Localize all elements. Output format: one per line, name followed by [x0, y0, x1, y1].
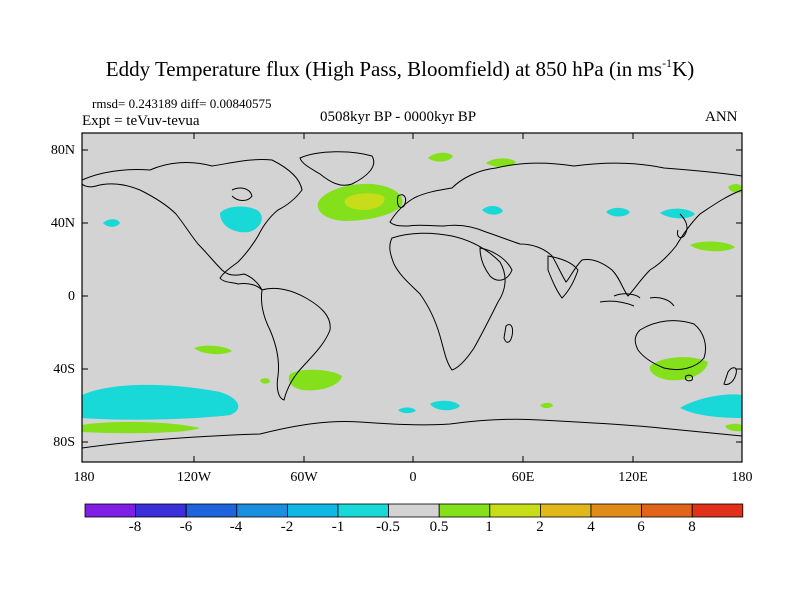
coast-india	[547, 255, 579, 299]
map-frame	[81, 132, 743, 463]
colorbar-box	[337, 503, 389, 518]
colorbar-label: -6	[179, 519, 193, 535]
colorbar-box	[691, 503, 744, 518]
patch-southern-ocean-cyan-west	[82, 384, 239, 420]
colorbar-label: -0.5	[376, 519, 400, 535]
coast-japan	[677, 213, 688, 239]
colorbar	[84, 503, 744, 518]
colorbar-box	[540, 503, 592, 518]
patch-southern-ocean-cyan-east	[680, 394, 742, 418]
colorbar-label: -4	[229, 519, 243, 535]
patch-southern-ocean-green-east	[725, 423, 742, 432]
anomaly-patches	[82, 152, 742, 434]
colorbar-label: 4	[587, 519, 595, 535]
lon-label-120w: 120W	[176, 470, 212, 485]
lon-label-180e: 180	[731, 470, 753, 485]
coastlines	[81, 151, 743, 449]
coast-south-america	[261, 287, 331, 401]
patch-southern-ocean-cyan-mid	[398, 407, 416, 414]
lon-label-60w: 60W	[290, 470, 318, 485]
lon-label-120e: 120E	[618, 470, 648, 485]
patch-south-pacific-green	[194, 345, 232, 355]
colorbar-label: -8	[128, 519, 142, 535]
lat-label-80n: 80N	[50, 143, 75, 158]
period-label: 0508kyr BP - 0000kyr BP	[320, 109, 477, 125]
chart-title: Eddy Temperature flux (High Pass, Bloomf…	[105, 56, 695, 81]
lat-label-40n: 40N	[50, 216, 75, 231]
lat-label-80s: 80S	[53, 435, 75, 450]
patch-europe-cyan	[482, 205, 503, 215]
patch-japan-cyan	[660, 208, 695, 219]
colorbar-box	[236, 503, 288, 518]
colorbar-label: -2	[280, 519, 294, 535]
patch-australia-green	[649, 357, 708, 381]
colorbar-label: -1	[331, 519, 345, 535]
patch-southern-ocean-green-west	[82, 421, 200, 434]
season-label: ANN	[705, 109, 738, 125]
colorbar-box	[286, 503, 339, 518]
patch-pacific-west-cyan	[103, 219, 120, 227]
stats-label: rmsd= 0.243189 diff= 0.00840575	[92, 96, 272, 111]
patch-arctic-green-1	[428, 152, 453, 162]
coast-australia	[634, 320, 707, 371]
coast-eurasia	[389, 162, 743, 297]
colorbar-label: 6	[637, 519, 645, 535]
colorbar-box	[641, 503, 693, 518]
patch-southern-ocean-cyan-mid2	[430, 400, 460, 411]
experiment-label: Expt = teVuv-tevua	[82, 113, 200, 129]
coast-africa	[389, 232, 506, 371]
coast-greenland	[299, 151, 375, 186]
coast-hudson-bay	[231, 187, 253, 201]
colorbar-label: 1	[485, 519, 493, 535]
coast-north-america	[81, 159, 303, 291]
patch-south-atlantic-green	[288, 369, 342, 391]
lon-label-0: 0	[409, 470, 417, 485]
colorbar-label: 0.5	[429, 519, 449, 535]
patch-east-edge-green	[728, 184, 742, 193]
coast-arabia	[479, 247, 513, 281]
coast-indonesia	[599, 293, 675, 307]
colorbar-label: 8	[688, 519, 696, 535]
colorbar-box	[590, 503, 642, 518]
colorbar-box	[388, 503, 440, 518]
coast-new-zealand	[723, 367, 737, 385]
patch-arctic-green-2	[486, 158, 516, 168]
lat-label-40s: 40S	[53, 362, 75, 377]
colorbar-label: 2	[536, 519, 544, 535]
patch-hudson-cyan	[220, 206, 262, 233]
map-ticks	[82, 133, 742, 462]
patch-south-green-mid	[540, 402, 553, 409]
patch-pacific-cyan	[606, 207, 630, 217]
coast-british-isles	[397, 194, 407, 209]
lon-label-180w: 180	[73, 470, 95, 485]
colorbar-box	[84, 503, 136, 518]
patch-patagonia-green	[260, 378, 270, 384]
coast-tasmania	[685, 374, 693, 382]
colorbar-box	[438, 503, 491, 518]
coast-madagascar	[503, 323, 513, 343]
patch-north-atlantic-core	[344, 193, 385, 210]
patch-pacific-green	[690, 241, 735, 252]
lon-label-60e: 60E	[511, 470, 535, 485]
colorbar-box	[135, 503, 187, 518]
colorbar-box	[185, 503, 238, 518]
colorbar-box	[489, 503, 541, 518]
coast-antarctica	[81, 418, 743, 449]
lat-label-eq: 0	[68, 289, 75, 304]
